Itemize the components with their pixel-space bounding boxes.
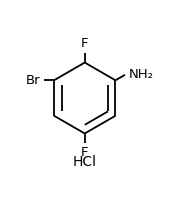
- Text: Br: Br: [26, 74, 40, 87]
- Text: F: F: [81, 146, 89, 159]
- Text: F: F: [81, 37, 89, 50]
- Text: HCl: HCl: [73, 155, 97, 169]
- Text: NH₂: NH₂: [129, 68, 154, 81]
